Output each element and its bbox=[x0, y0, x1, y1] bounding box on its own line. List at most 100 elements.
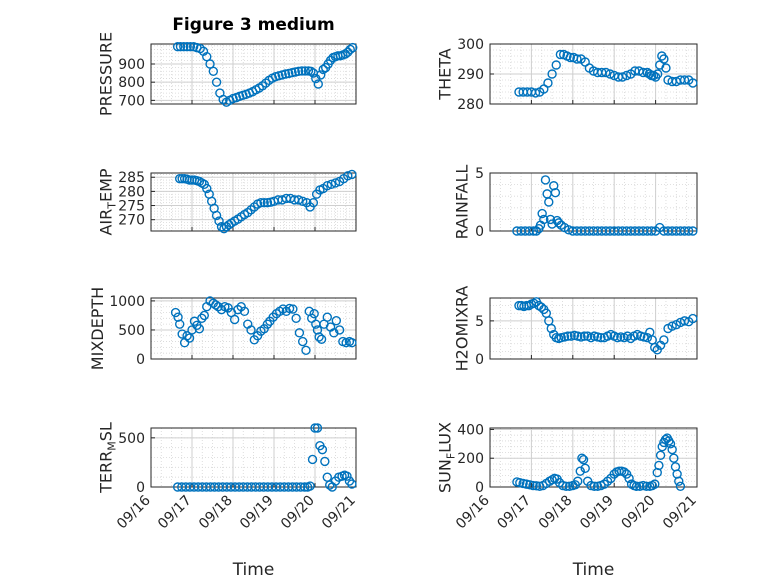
data-point bbox=[262, 198, 273, 208]
data-point bbox=[546, 323, 556, 334]
y-axis-label: AIRTEMP bbox=[97, 168, 119, 235]
y-tick-label: 500 bbox=[118, 323, 145, 339]
data-point bbox=[652, 69, 663, 79]
data-point bbox=[659, 335, 669, 345]
x-axis-label: Time bbox=[572, 560, 615, 580]
data-point bbox=[619, 467, 629, 477]
x-tick-label: 09/17 bbox=[494, 493, 534, 533]
data-point bbox=[688, 226, 698, 236]
data-point bbox=[679, 75, 690, 85]
y-tick-label: 0 bbox=[475, 224, 484, 240]
x-tick-label: 09/17 bbox=[155, 493, 195, 533]
data-point bbox=[326, 179, 337, 190]
data-point bbox=[305, 481, 315, 491]
data-point bbox=[256, 198, 266, 208]
data-point bbox=[648, 70, 659, 81]
data-point bbox=[329, 328, 339, 338]
y-tick-label: 275 bbox=[118, 199, 145, 215]
data-point bbox=[298, 196, 308, 206]
data-point bbox=[293, 66, 304, 76]
data-point bbox=[291, 313, 301, 324]
data-point bbox=[325, 480, 335, 490]
data-point bbox=[172, 42, 183, 52]
data-point bbox=[555, 49, 566, 60]
data-point bbox=[647, 335, 657, 345]
y-tick-label: 400 bbox=[457, 422, 484, 438]
x-tick-label: 09/20 bbox=[278, 493, 318, 533]
data-point bbox=[524, 226, 535, 236]
subplot-sun-flux: 0 200 400 09/16 09/17 09/18 09/19 09/20 09/21 SUN… bbox=[436, 422, 700, 580]
data-point bbox=[596, 332, 606, 343]
data-point bbox=[347, 338, 357, 348]
axes-box bbox=[150, 297, 357, 360]
y-tick-label: 0 bbox=[475, 480, 484, 496]
data-point bbox=[646, 226, 657, 236]
data-point bbox=[211, 77, 222, 87]
data-point bbox=[624, 473, 634, 484]
axes-box bbox=[489, 172, 698, 232]
data-point bbox=[202, 183, 212, 194]
data-point bbox=[184, 333, 195, 343]
y-axis-label: TERRMSL bbox=[97, 422, 119, 494]
x-tick-label: 09/21 bbox=[660, 493, 700, 533]
data-point bbox=[306, 66, 316, 76]
data-point bbox=[688, 78, 698, 88]
y-axis-label: MIXDEPTH bbox=[88, 287, 107, 370]
data-point bbox=[347, 479, 357, 489]
data-point bbox=[617, 72, 628, 82]
data-point bbox=[309, 308, 319, 319]
data-point bbox=[542, 189, 552, 199]
data-point bbox=[199, 310, 210, 321]
data-point bbox=[667, 444, 677, 455]
data-point bbox=[300, 66, 310, 76]
data-point bbox=[547, 69, 557, 79]
data-point bbox=[688, 313, 698, 324]
subplot-terr-msl: 0 500 09/16 09/17 09/18 09/19 09/20 09/21 TERRMS… bbox=[97, 422, 359, 580]
data-point bbox=[655, 450, 666, 461]
y-axis-label: SUNFLUX bbox=[436, 422, 458, 493]
data-point bbox=[301, 345, 311, 355]
data-point bbox=[314, 332, 324, 342]
data-point bbox=[573, 476, 583, 486]
data-point bbox=[650, 479, 660, 489]
y-axis-label: PRESSURE bbox=[97, 32, 116, 116]
data-point bbox=[334, 325, 345, 335]
data-point bbox=[297, 66, 307, 76]
y-tick-label: 900 bbox=[118, 57, 145, 73]
data-point bbox=[322, 312, 332, 322]
data-point bbox=[229, 314, 240, 325]
data-point bbox=[545, 214, 556, 225]
data-point bbox=[298, 336, 308, 347]
data-point bbox=[577, 453, 587, 463]
data-point bbox=[641, 481, 652, 491]
y-tick-label: 700 bbox=[118, 93, 145, 109]
y-tick-label: 285 bbox=[118, 170, 145, 186]
data-point bbox=[621, 70, 632, 81]
y-axis-label: THETA bbox=[436, 48, 455, 100]
data-point bbox=[549, 181, 559, 191]
y-tick-label: 5 bbox=[475, 314, 484, 330]
data-point bbox=[528, 226, 539, 236]
x-tick-label: 09/21 bbox=[319, 493, 359, 533]
y-tick-label: 1000 bbox=[109, 294, 145, 310]
data-point bbox=[293, 195, 304, 205]
data-point bbox=[177, 329, 187, 339]
data-point bbox=[194, 324, 205, 334]
data-point bbox=[175, 42, 186, 52]
data-point bbox=[312, 423, 323, 433]
data-point bbox=[536, 302, 547, 312]
data-point bbox=[300, 482, 310, 492]
data-point bbox=[211, 300, 221, 310]
data-point bbox=[684, 226, 694, 236]
data-point bbox=[543, 78, 553, 88]
data-point bbox=[675, 481, 686, 491]
data-point bbox=[679, 316, 690, 326]
data-point bbox=[294, 328, 305, 338]
data-point bbox=[540, 175, 551, 185]
data-point bbox=[170, 307, 181, 318]
data-point bbox=[197, 313, 207, 324]
